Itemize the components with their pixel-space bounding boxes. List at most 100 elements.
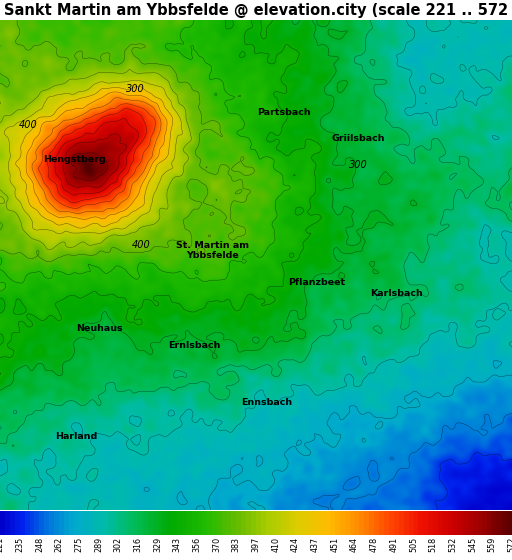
Bar bbox=[64, 511, 69, 535]
Text: 248: 248 bbox=[35, 537, 44, 552]
Bar bbox=[133, 511, 138, 535]
Text: 464: 464 bbox=[350, 537, 359, 552]
Text: 532: 532 bbox=[449, 537, 457, 552]
Text: Pflanzbeet: Pflanzbeet bbox=[288, 278, 345, 287]
Text: 316: 316 bbox=[133, 537, 142, 552]
Bar bbox=[507, 511, 512, 535]
Bar bbox=[290, 511, 295, 535]
Bar bbox=[365, 511, 369, 535]
Text: 518: 518 bbox=[429, 537, 438, 552]
Bar bbox=[147, 511, 153, 535]
Text: 300: 300 bbox=[349, 160, 368, 170]
Bar bbox=[54, 511, 59, 535]
Bar bbox=[251, 511, 256, 535]
Bar bbox=[502, 511, 507, 535]
Bar bbox=[192, 511, 197, 535]
Text: St. Martin am
Ybbsfelde: St. Martin am Ybbsfelde bbox=[176, 241, 249, 260]
Bar bbox=[83, 511, 89, 535]
Bar bbox=[173, 511, 177, 535]
Bar bbox=[89, 511, 94, 535]
Bar bbox=[153, 511, 158, 535]
Bar bbox=[458, 511, 463, 535]
Bar bbox=[30, 511, 34, 535]
Text: 559: 559 bbox=[488, 537, 497, 552]
Text: 221: 221 bbox=[0, 537, 5, 552]
Text: 478: 478 bbox=[370, 537, 379, 552]
Bar bbox=[59, 511, 64, 535]
Text: Griilsbach: Griilsbach bbox=[332, 134, 385, 143]
Bar bbox=[128, 511, 133, 535]
Bar bbox=[241, 511, 246, 535]
Bar bbox=[45, 511, 49, 535]
Text: 491: 491 bbox=[389, 537, 398, 552]
Bar bbox=[374, 511, 379, 535]
Text: 343: 343 bbox=[173, 537, 182, 552]
Text: 397: 397 bbox=[251, 537, 261, 552]
Bar bbox=[10, 511, 15, 535]
Bar bbox=[0, 511, 5, 535]
Bar bbox=[463, 511, 467, 535]
Bar bbox=[211, 511, 217, 535]
Bar bbox=[177, 511, 182, 535]
Bar bbox=[497, 511, 502, 535]
Bar bbox=[453, 511, 458, 535]
Bar bbox=[118, 511, 123, 535]
Bar bbox=[275, 511, 281, 535]
Text: 370: 370 bbox=[212, 537, 221, 552]
Bar bbox=[182, 511, 187, 535]
Bar bbox=[325, 511, 330, 535]
Bar bbox=[482, 511, 487, 535]
Text: Ennsbach: Ennsbach bbox=[241, 398, 292, 407]
Bar bbox=[74, 511, 79, 535]
Text: Neuhaus: Neuhaus bbox=[76, 324, 123, 333]
Text: 451: 451 bbox=[330, 537, 339, 552]
Bar bbox=[94, 511, 98, 535]
Bar bbox=[493, 511, 497, 535]
Bar bbox=[271, 511, 275, 535]
Bar bbox=[394, 511, 399, 535]
Bar bbox=[335, 511, 339, 535]
Bar bbox=[345, 511, 350, 535]
Bar bbox=[138, 511, 143, 535]
Bar bbox=[379, 511, 384, 535]
Text: 545: 545 bbox=[468, 537, 477, 552]
Bar bbox=[359, 511, 365, 535]
Bar bbox=[433, 511, 438, 535]
Bar bbox=[473, 511, 478, 535]
Bar bbox=[246, 511, 251, 535]
Bar bbox=[167, 511, 173, 535]
Bar bbox=[79, 511, 83, 535]
Bar bbox=[339, 511, 345, 535]
Text: 329: 329 bbox=[153, 537, 162, 552]
Bar bbox=[5, 511, 10, 535]
Text: 235: 235 bbox=[15, 537, 24, 552]
Bar bbox=[487, 511, 493, 535]
Bar bbox=[384, 511, 389, 535]
Bar bbox=[98, 511, 103, 535]
Bar bbox=[187, 511, 192, 535]
Text: Hengstberg: Hengstberg bbox=[43, 155, 105, 164]
Text: 275: 275 bbox=[74, 537, 83, 552]
Bar bbox=[418, 511, 423, 535]
Text: Sankt Martin am Ybbsfelde @ elevation.city (scale 221 .. 572 m)*: Sankt Martin am Ybbsfelde @ elevation.ci… bbox=[4, 3, 512, 18]
Text: 410: 410 bbox=[271, 537, 280, 552]
Bar bbox=[109, 511, 113, 535]
Bar bbox=[403, 511, 409, 535]
Bar bbox=[69, 511, 74, 535]
Bar bbox=[286, 511, 290, 535]
Bar bbox=[310, 511, 315, 535]
Bar bbox=[231, 511, 237, 535]
Bar bbox=[414, 511, 418, 535]
Text: Partsbach: Partsbach bbox=[258, 108, 311, 116]
Text: 424: 424 bbox=[291, 537, 300, 552]
Bar bbox=[478, 511, 482, 535]
Bar bbox=[25, 511, 30, 535]
Bar bbox=[197, 511, 202, 535]
Bar bbox=[281, 511, 286, 535]
Text: Karlsbach: Karlsbach bbox=[370, 289, 423, 298]
Text: 572: 572 bbox=[507, 537, 512, 552]
Text: 356: 356 bbox=[193, 537, 201, 552]
Bar bbox=[222, 511, 226, 535]
Text: 300: 300 bbox=[126, 83, 145, 94]
Bar bbox=[320, 511, 325, 535]
